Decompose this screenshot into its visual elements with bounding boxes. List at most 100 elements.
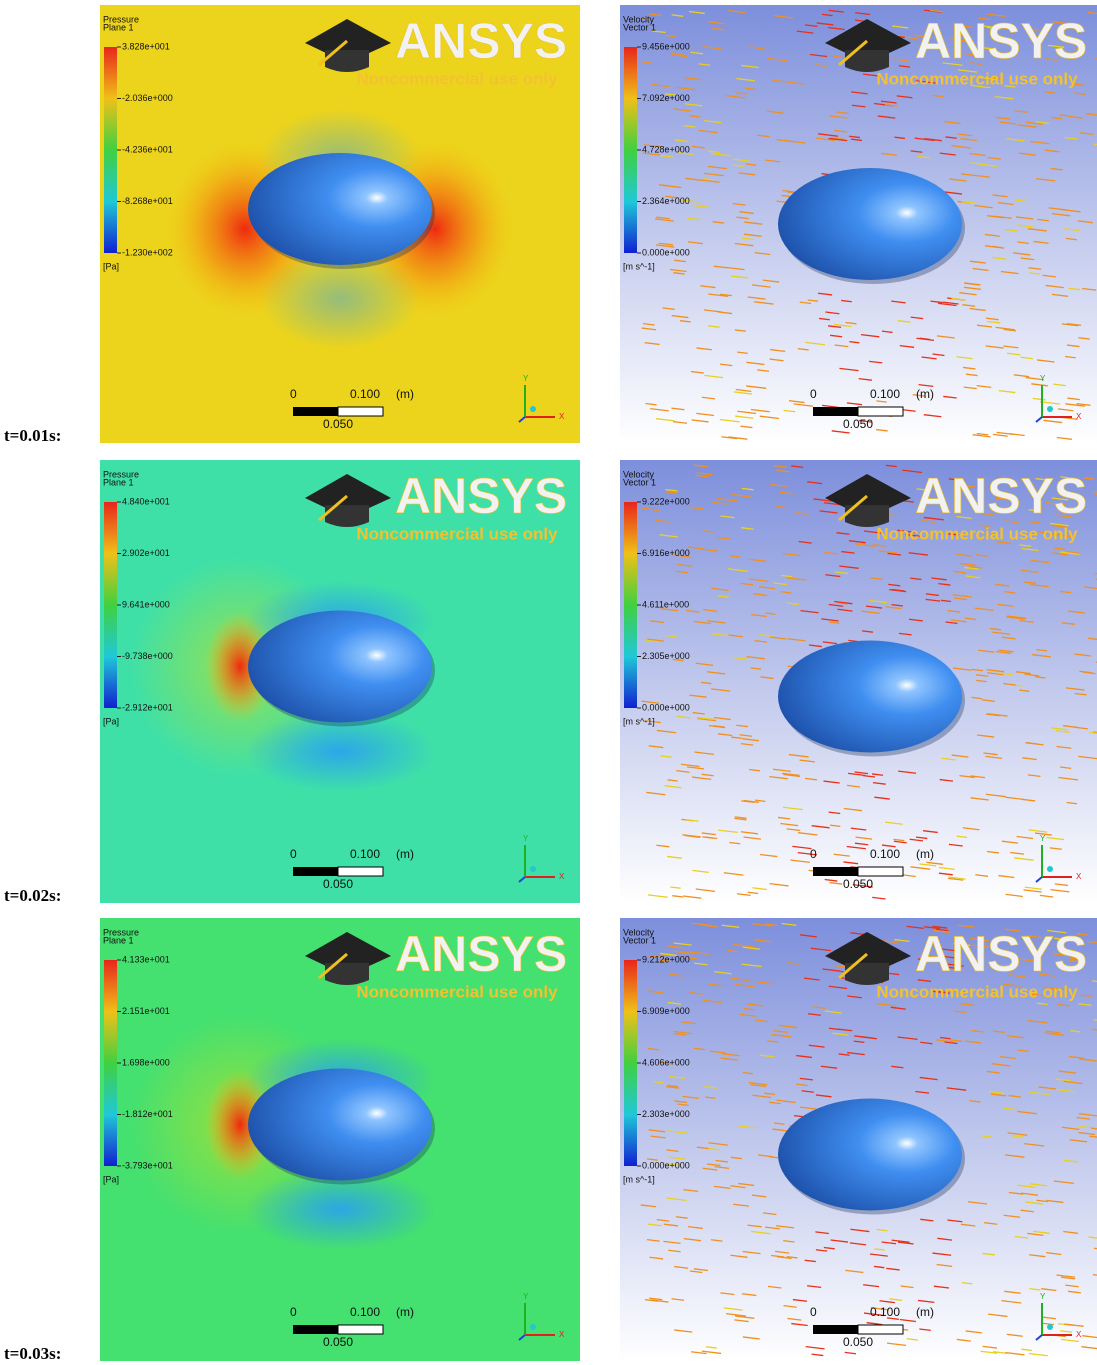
legend-level: 4.728e+000 [642, 144, 690, 154]
color-bar [104, 47, 117, 253]
scale-start: 0 [810, 387, 817, 401]
figure: t=0.01s:PressurePlane 13.828e+001-2.036e… [0, 0, 1097, 1365]
axis-x-label: X [559, 872, 565, 881]
scale-white [338, 1325, 383, 1334]
scale-black [293, 407, 338, 416]
scale-start: 0 [290, 847, 297, 861]
legend-level: 2.364e+000 [642, 196, 690, 206]
scale-start: 0 [290, 387, 297, 401]
row-label: t=0.02s: [4, 886, 61, 905]
axis-origin [1047, 1324, 1053, 1330]
legend-level: -4.236e+001 [122, 144, 173, 154]
logo-brand: ANSYS [395, 468, 567, 524]
legend-level: -2.036e+000 [122, 93, 173, 103]
pressure-panel: PressurePlane 13.828e+001-2.036e+000-4.2… [100, 5, 580, 443]
scale-unit: (m) [916, 847, 934, 861]
legend-level: -1.812e+001 [122, 1109, 173, 1119]
legend-subtitle: Vector 1 [623, 477, 656, 487]
velocity-panel: VelocityVector 19.222e+0006.916e+0004.61… [620, 460, 1097, 903]
legend-level: 4.840e+001 [122, 496, 170, 506]
page: {"rows": [ {"time_label": "t=0.01s:", "p… [0, 0, 1097, 1365]
legend-level: 2.303e+000 [642, 1109, 690, 1119]
scale-end: 0.100 [350, 847, 380, 861]
logo-brand: ANSYS [915, 926, 1087, 982]
legend-level: 4.611e+000 [642, 599, 689, 609]
legend-level: -8.268e+001 [122, 196, 173, 206]
axis-origin [1047, 866, 1053, 872]
deformed-body [778, 641, 962, 753]
logo-note: Noncommercial use only [356, 69, 558, 88]
scale-end: 0.100 [870, 1305, 900, 1319]
color-bar [624, 960, 637, 1166]
scale-end: 0.100 [870, 847, 900, 861]
logo-brand: ANSYS [395, 926, 567, 982]
axis-x-label: X [1076, 872, 1082, 881]
logo-brand: ANSYS [395, 13, 567, 69]
deformed-body [248, 1069, 432, 1181]
legend-level: 2.151e+001 [122, 1006, 170, 1016]
logo-note: Noncommercial use only [356, 982, 558, 1001]
legend-unit: [Pa] [103, 716, 119, 726]
axis-x-label: X [559, 412, 565, 421]
logo-note: Noncommercial use only [356, 524, 558, 543]
axis-y-label: Y [523, 834, 529, 843]
axis-x-label: X [559, 1330, 565, 1339]
legend-level: 4.606e+000 [642, 1057, 690, 1067]
deformed-body [778, 1099, 962, 1211]
scale-black [813, 1325, 858, 1334]
color-bar [624, 47, 637, 253]
axis-origin [530, 406, 536, 412]
color-bar [104, 502, 117, 708]
legend-level: 9.456e+000 [642, 41, 690, 51]
legend-unit: [m s^-1] [623, 261, 655, 271]
legend-level: 6.916e+000 [642, 548, 690, 558]
scale-unit: (m) [916, 387, 934, 401]
legend-unit: [Pa] [103, 261, 119, 271]
legend-level: 6.909e+000 [642, 1006, 690, 1016]
scale-start: 0 [810, 1305, 817, 1319]
axis-origin [530, 866, 536, 872]
legend-level: -2.912e+001 [122, 702, 173, 712]
legend-level: 0.000e+000 [642, 247, 690, 257]
scale-middle: 0.050 [323, 877, 353, 891]
axis-y-label: Y [523, 374, 529, 383]
legend-subtitle: Vector 1 [623, 22, 656, 32]
legend-level: -1.230e+002 [122, 247, 173, 257]
scale-end: 0.100 [350, 1305, 380, 1319]
legend-level: -3.793e+001 [122, 1160, 173, 1170]
scale-middle: 0.050 [843, 877, 873, 891]
legend-level: 1.698e+000 [122, 1057, 170, 1067]
logo-note: Noncommercial use only [876, 524, 1078, 543]
scale-unit: (m) [916, 1305, 934, 1319]
legend-subtitle: Plane 1 [103, 22, 134, 32]
pressure-panel: PressurePlane 14.133e+0012.151e+0011.698… [100, 918, 580, 1361]
scale-middle: 0.050 [323, 1335, 353, 1349]
legend-level: 4.133e+001 [122, 954, 170, 964]
legend-level: 2.902e+001 [122, 548, 170, 558]
legend-subtitle: Plane 1 [103, 935, 134, 945]
scale-middle: 0.050 [843, 417, 873, 431]
scale-black [293, 1325, 338, 1334]
legend-unit: [Pa] [103, 1174, 119, 1184]
scale-white [858, 1325, 903, 1334]
scale-white [338, 867, 383, 876]
legend-level: 9.222e+000 [642, 496, 690, 506]
scale-start: 0 [290, 1305, 297, 1319]
color-bar [624, 502, 637, 708]
scale-white [858, 867, 903, 876]
logo-note: Noncommercial use only [876, 69, 1078, 88]
scale-unit: (m) [396, 1305, 414, 1319]
axis-origin [1047, 406, 1053, 412]
axis-y-label: Y [1040, 374, 1046, 383]
deformed-body [248, 153, 432, 265]
scale-white [858, 407, 903, 416]
pressure-panel: PressurePlane 14.840e+0012.902e+0019.641… [100, 460, 580, 903]
legend-unit: [m s^-1] [623, 716, 655, 726]
scale-unit: (m) [396, 387, 414, 401]
legend-level: -9.738e+000 [122, 651, 173, 661]
scale-unit: (m) [396, 847, 414, 861]
scale-start: 0 [810, 847, 817, 861]
scale-end: 0.100 [870, 387, 900, 401]
legend-level: 0.000e+000 [642, 702, 690, 712]
legend-level: 9.212e+000 [642, 954, 690, 964]
